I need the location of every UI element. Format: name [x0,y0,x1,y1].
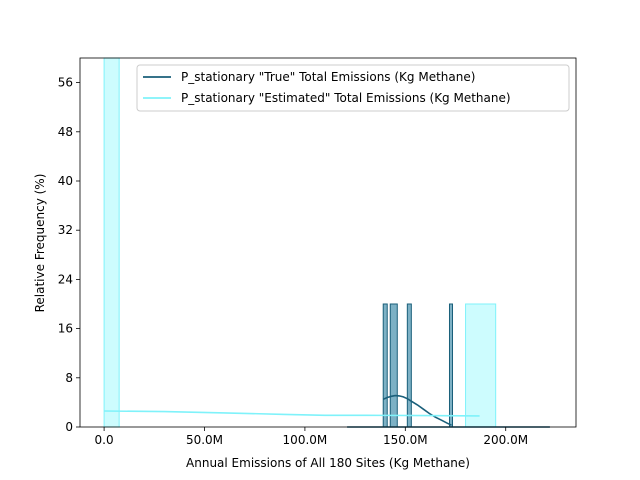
legend-label-estimated: P_stationary "Estimated" Total Emissions… [181,91,511,105]
plot-frame [79,57,577,428]
plot-background [80,58,576,427]
x-tick-label-2: 100.0M [283,433,328,447]
y-tick-label-0: 0 [65,420,73,434]
x-axis-label: Annual Emissions of All 180 Sites (Kg Me… [186,456,470,470]
x-tick-label-0: 0.0 [95,433,114,447]
histogram-bar-true-2 [406,303,412,428]
histogram-bar-estimated-1 [465,303,497,428]
y-axis-label: Relative Frequency (%) [33,174,47,313]
legend: P_stationary "True" Total Emissions (Kg … [136,64,570,112]
y-tick-label-5: 40 [58,174,73,188]
y-tick-label-7: 56 [58,76,73,90]
x-tick-label-1: 50.0M [186,433,223,447]
histogram-bar-true-3 [448,303,454,428]
y-axis-ticks: 0 8 16 24 32 40 48 56 [58,76,80,434]
kde-line-estimated [104,410,480,417]
legend-box [136,64,570,112]
y-tick-label-4: 32 [58,223,73,237]
y-tick-label-3: 24 [58,272,73,286]
x-axis-ticks: 0.0 50.0M 100.0M 150.0M 200.0M [95,427,528,447]
y-tick-label-1: 8 [65,371,73,385]
plot-area [80,58,576,427]
histogram-bar-true-1 [389,303,398,428]
y-tick-label-6: 48 [58,125,73,139]
axes [79,57,577,428]
legend-label-true: P_stationary "True" Total Emissions (Kg … [181,70,475,84]
y-tick-label-2: 16 [58,322,73,336]
histogram-bar-estimated-0 [103,57,120,428]
kde-line-true [382,394,452,426]
histogram-bar-true-0 [382,303,388,428]
x-tick-label-4: 200.0M [483,433,528,447]
x-tick-label-3: 150.0M [383,433,428,447]
